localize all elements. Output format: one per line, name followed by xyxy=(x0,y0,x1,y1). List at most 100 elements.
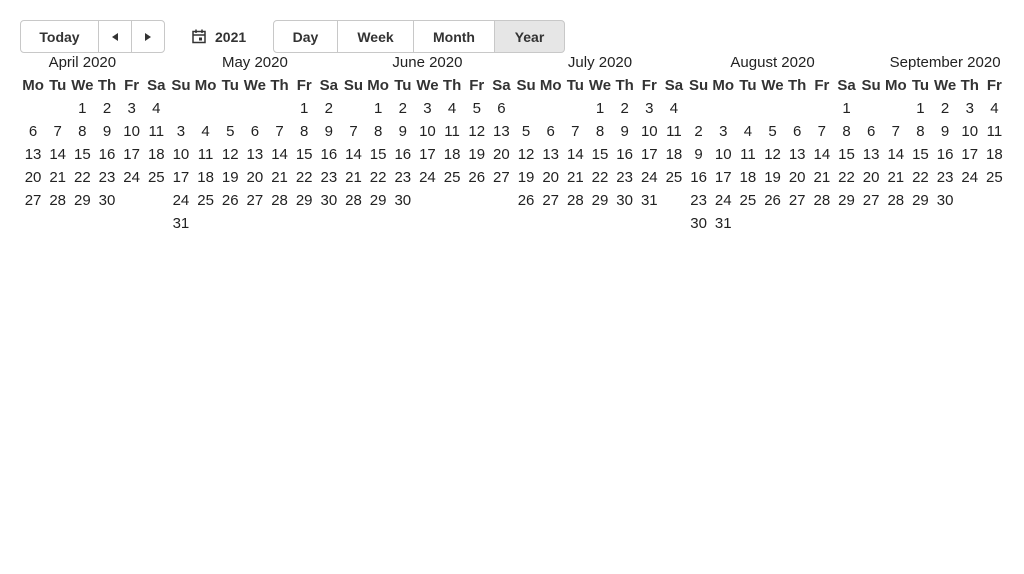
day-cell[interactable]: 19 xyxy=(764,169,781,186)
day-cell[interactable]: 13 xyxy=(246,146,264,163)
day-cell[interactable]: 28 xyxy=(271,192,288,209)
day-cell[interactable]: 10 xyxy=(640,123,658,140)
day-cell[interactable]: 6 xyxy=(546,123,555,140)
day-cell[interactable]: 15 xyxy=(369,146,387,163)
day-cell[interactable]: 11 xyxy=(148,123,165,140)
date-label[interactable]: 2021 xyxy=(215,29,247,45)
day-cell[interactable]: 24 xyxy=(419,169,436,186)
day-cell[interactable]: 10 xyxy=(419,123,436,140)
day-cell[interactable]: 16 xyxy=(320,146,338,163)
day-cell[interactable]: 17 xyxy=(172,169,190,186)
day-cell[interactable]: 25 xyxy=(739,192,757,209)
day-cell[interactable]: 9 xyxy=(620,123,629,140)
day-cell[interactable]: 8 xyxy=(373,123,383,140)
day-cell[interactable]: 9 xyxy=(102,123,112,140)
day-cell[interactable]: 26 xyxy=(468,169,486,186)
day-cell[interactable]: 11 xyxy=(197,146,214,163)
day-cell[interactable]: 12 xyxy=(468,123,486,140)
day-cell[interactable]: 15 xyxy=(838,146,855,163)
day-cell[interactable]: 18 xyxy=(443,146,461,163)
day-cell[interactable]: 8 xyxy=(842,123,851,140)
day-cell[interactable]: 29 xyxy=(912,192,929,209)
day-cell[interactable]: 27 xyxy=(493,169,510,186)
day-cell[interactable]: 24 xyxy=(172,192,190,209)
day-cell[interactable]: 14 xyxy=(345,146,362,163)
day-cell[interactable]: 30 xyxy=(320,192,338,209)
day-cell[interactable]: 11 xyxy=(986,123,1003,140)
day-cell[interactable]: 21 xyxy=(345,169,362,186)
day-cell[interactable]: 30 xyxy=(98,192,116,209)
day-cell[interactable]: 6 xyxy=(793,123,802,140)
prev-button[interactable] xyxy=(98,20,132,53)
day-cell[interactable]: 28 xyxy=(887,192,905,209)
day-cell[interactable]: 3 xyxy=(645,100,654,117)
day-cell[interactable]: 11 xyxy=(444,123,460,140)
day-cell[interactable]: 6 xyxy=(28,123,38,140)
day-cell[interactable]: 23 xyxy=(394,169,412,186)
day-cell[interactable]: 8 xyxy=(78,123,87,140)
day-cell[interactable]: 29 xyxy=(591,192,609,209)
day-cell[interactable]: 29 xyxy=(369,192,387,209)
day-cell[interactable]: 23 xyxy=(98,169,116,186)
day-cell[interactable]: 28 xyxy=(567,192,584,209)
day-cell[interactable]: 9 xyxy=(398,123,407,140)
day-cell[interactable]: 31 xyxy=(714,215,732,232)
day-cell[interactable]: 4 xyxy=(990,100,999,117)
day-cell[interactable]: 1 xyxy=(916,100,925,117)
day-cell[interactable]: 30 xyxy=(616,192,633,209)
day-cell[interactable]: 7 xyxy=(275,123,284,140)
day-cell[interactable]: 19 xyxy=(517,169,535,186)
day-cell[interactable]: 20 xyxy=(246,169,264,186)
day-cell[interactable]: 27 xyxy=(788,192,806,209)
day-cell[interactable]: 5 xyxy=(226,123,235,140)
day-cell[interactable]: 10 xyxy=(961,123,979,140)
day-cell[interactable]: 3 xyxy=(127,100,136,117)
day-cell[interactable]: 9 xyxy=(694,146,703,163)
day-cell[interactable]: 13 xyxy=(788,146,806,163)
day-cell[interactable]: 5 xyxy=(472,100,481,117)
day-cell[interactable]: 30 xyxy=(394,192,412,209)
day-cell[interactable]: 22 xyxy=(912,169,929,186)
day-cell[interactable]: 27 xyxy=(246,192,264,209)
view-button[interactable]: Week xyxy=(337,20,414,53)
day-cell[interactable]: 18 xyxy=(739,169,757,186)
day-cell[interactable]: 16 xyxy=(690,169,707,186)
day-cell[interactable]: 10 xyxy=(172,146,190,163)
day-cell[interactable]: 17 xyxy=(961,146,979,163)
day-cell[interactable]: 6 xyxy=(250,123,260,140)
day-cell[interactable]: 17 xyxy=(123,146,140,163)
day-cell[interactable]: 21 xyxy=(887,169,905,186)
day-cell[interactable]: 25 xyxy=(443,169,461,186)
day-cell[interactable]: 23 xyxy=(690,192,707,209)
day-cell[interactable]: 15 xyxy=(591,146,609,163)
day-cell[interactable]: 30 xyxy=(690,215,707,232)
day-cell[interactable]: 20 xyxy=(862,169,880,186)
day-cell[interactable]: 20 xyxy=(24,169,42,186)
day-cell[interactable]: 14 xyxy=(887,146,905,163)
day-cell[interactable]: 24 xyxy=(640,169,658,186)
day-cell[interactable]: 7 xyxy=(817,123,827,140)
day-cell[interactable]: 26 xyxy=(517,192,535,209)
day-cell[interactable]: 20 xyxy=(542,169,560,186)
calendar-icon[interactable] xyxy=(192,29,206,44)
day-cell[interactable]: 2 xyxy=(102,100,112,117)
day-cell[interactable]: 24 xyxy=(123,169,140,186)
day-cell[interactable]: 17 xyxy=(714,169,732,186)
day-cell[interactable]: 29 xyxy=(838,192,855,209)
day-cell[interactable]: 3 xyxy=(423,100,432,117)
day-cell[interactable]: 22 xyxy=(74,169,91,186)
day-cell[interactable]: 20 xyxy=(493,146,510,163)
today-button[interactable]: Today xyxy=(20,20,99,53)
day-cell[interactable]: 21 xyxy=(813,169,831,186)
day-cell[interactable]: 19 xyxy=(221,169,239,186)
day-cell[interactable]: 2 xyxy=(324,100,334,117)
day-cell[interactable]: 31 xyxy=(172,215,190,232)
day-cell[interactable]: 4 xyxy=(152,100,161,117)
day-cell[interactable]: 3 xyxy=(719,123,728,140)
day-cell[interactable]: 28 xyxy=(345,192,362,209)
day-cell[interactable]: 7 xyxy=(349,123,358,140)
day-cell[interactable]: 11 xyxy=(666,123,682,140)
day-cell[interactable]: 11 xyxy=(740,146,756,163)
day-cell[interactable]: 10 xyxy=(123,123,140,140)
day-cell[interactable]: 8 xyxy=(595,123,605,140)
